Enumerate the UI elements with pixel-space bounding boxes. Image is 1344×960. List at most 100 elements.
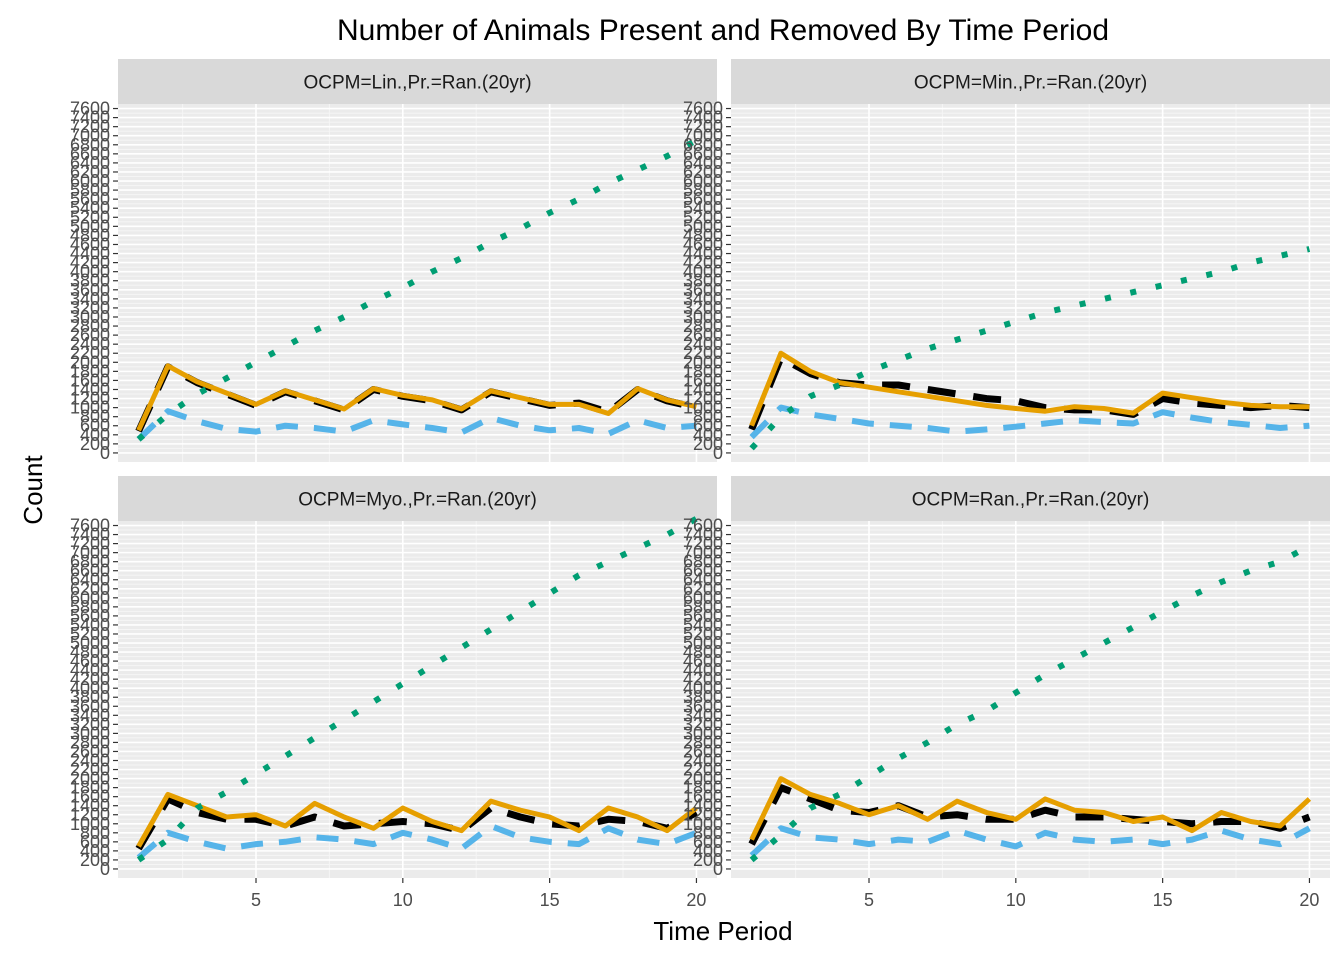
y-tick-label: 4800 [70, 225, 110, 245]
strip-label: OCPM=Myo.,Pr.=Ran.(20yr) [298, 490, 537, 511]
y-tick-label: 4800 [683, 642, 723, 662]
y-tick-label: 6800 [683, 552, 723, 572]
y-tick-label: 2000 [70, 352, 110, 372]
x-tick-label: 10 [393, 890, 413, 910]
y-tick-label: 1400 [70, 379, 110, 399]
y-tick-label: 4400 [70, 244, 110, 264]
y-tick-label: 4200 [683, 253, 723, 273]
y-tick-label: 3000 [70, 723, 110, 743]
y-tick-label: 5800 [70, 180, 110, 200]
y-tick-label: 600 [693, 416, 723, 436]
panel-4: OCPM=Ran.,Pr.=Ran.(20yr) 0200400600800100… [683, 476, 1330, 910]
y-tick-label: 4600 [70, 234, 110, 254]
y-tick-label: 2200 [70, 343, 110, 363]
y-tick-label: 0 [100, 443, 110, 463]
y-tick-label: 1800 [70, 361, 110, 381]
y-tick-label: 5800 [70, 597, 110, 617]
y-tick-label: 1800 [683, 778, 723, 798]
y-tick-label: 7200 [683, 117, 723, 137]
y-tick-label: 1400 [683, 796, 723, 816]
strip-label: OCPM=Lin.,Pr.=Ran.(20yr) [303, 73, 531, 94]
y-tick-label: 4000 [683, 678, 723, 698]
y-tick-label: 7600 [70, 516, 110, 536]
y-tick-label: 7600 [683, 99, 723, 119]
panel-3: OCPM=Myo.,Pr.=Ran.(20yr) 0200400600800100… [70, 476, 717, 910]
y-tick-label: 2800 [683, 732, 723, 752]
y-tick-label: 5400 [683, 198, 723, 218]
y-tick-label: 4000 [683, 262, 723, 282]
y-tick-label: 6400 [70, 153, 110, 173]
y-tick-label: 3600 [683, 696, 723, 716]
y-tick-label: 4600 [70, 651, 110, 671]
y-tick-label: 3200 [683, 714, 723, 734]
y-tick-label: 2000 [70, 769, 110, 789]
y-tick-label: 1200 [70, 805, 110, 825]
y-tick-label: 5200 [70, 624, 110, 644]
y-tick-label: 2800 [683, 316, 723, 336]
y-tick-label: 7400 [70, 525, 110, 545]
y-tick-label: 5600 [70, 189, 110, 209]
strip-background [731, 476, 1330, 521]
y-tick-label: 5400 [70, 615, 110, 635]
y-tick-label: 5000 [70, 216, 110, 236]
panel-2: OCPM=Min.,Pr.=Ran.(20yr) 0200400600800100… [683, 59, 1330, 463]
y-tick-label: 200 [693, 434, 723, 454]
y-tick-label: 3400 [70, 705, 110, 725]
y-tick-label: 1200 [70, 389, 110, 409]
y-axis-title: Count [18, 455, 48, 525]
y-tick-label: 7400 [70, 108, 110, 128]
y-tick-label: 4200 [70, 253, 110, 273]
y-tick-label: 6000 [70, 588, 110, 608]
y-tick-label: 4000 [70, 262, 110, 282]
y-tick-label: 4200 [70, 669, 110, 689]
y-tick-label: 1000 [683, 814, 723, 834]
y-tick-label: 6800 [70, 135, 110, 155]
x-tick-label: 20 [1299, 890, 1319, 910]
y-tick-label: 400 [80, 841, 110, 861]
y-tick-label: 2400 [70, 334, 110, 354]
y-tick-label: 1000 [70, 814, 110, 834]
y-tick-label: 6800 [683, 135, 723, 155]
y-tick-label: 800 [80, 823, 110, 843]
series-line-2 [749, 776, 1312, 841]
y-tick-label: 3200 [70, 298, 110, 318]
y-tick-label: 3400 [70, 289, 110, 309]
y-tick-label: 2400 [70, 751, 110, 771]
y-tick-label: 6400 [683, 153, 723, 173]
y-tick-label: 200 [693, 850, 723, 870]
y-tick-label: 6400 [70, 570, 110, 590]
strip-background [731, 59, 1330, 104]
y-tick-label: 6600 [683, 561, 723, 581]
y-tick-label: 2600 [70, 741, 110, 761]
y-tick-label: 1200 [683, 389, 723, 409]
y-tick-label: 3600 [683, 280, 723, 300]
series-line-1 [748, 784, 1311, 846]
y-tick-label: 7400 [683, 525, 723, 545]
y-tick-label: 5200 [70, 207, 110, 227]
x-tick-label: 5 [251, 890, 261, 910]
y-tick-label: 3800 [683, 271, 723, 291]
series-line-2 [749, 350, 1310, 427]
y-tick-label: 4800 [70, 642, 110, 662]
series-line-2 [136, 791, 698, 848]
strip-label: OCPM=Min.,Pr.=Ran.(20yr) [914, 73, 1147, 94]
y-tick-label: 5600 [683, 606, 723, 626]
y-tick-label: 5400 [70, 198, 110, 218]
series-line-2 [136, 363, 697, 432]
y-tick-label: 6200 [683, 579, 723, 599]
y-tick-label: 0 [100, 859, 110, 879]
y-tick-label: 5400 [683, 615, 723, 635]
y-tick-label: 3000 [70, 307, 110, 327]
y-tick-label: 3200 [70, 714, 110, 734]
y-tick-label: 5200 [683, 624, 723, 644]
y-tick-label: 200 [80, 434, 110, 454]
y-tick-label: 6200 [70, 162, 110, 182]
y-tick-label: 3800 [70, 687, 110, 707]
y-tick-label: 0 [713, 443, 723, 463]
strip-background [118, 476, 717, 521]
y-tick-label: 2000 [683, 769, 723, 789]
y-tick-label: 7000 [683, 126, 723, 146]
y-tick-label: 600 [80, 832, 110, 852]
y-tick-label: 400 [693, 841, 723, 861]
